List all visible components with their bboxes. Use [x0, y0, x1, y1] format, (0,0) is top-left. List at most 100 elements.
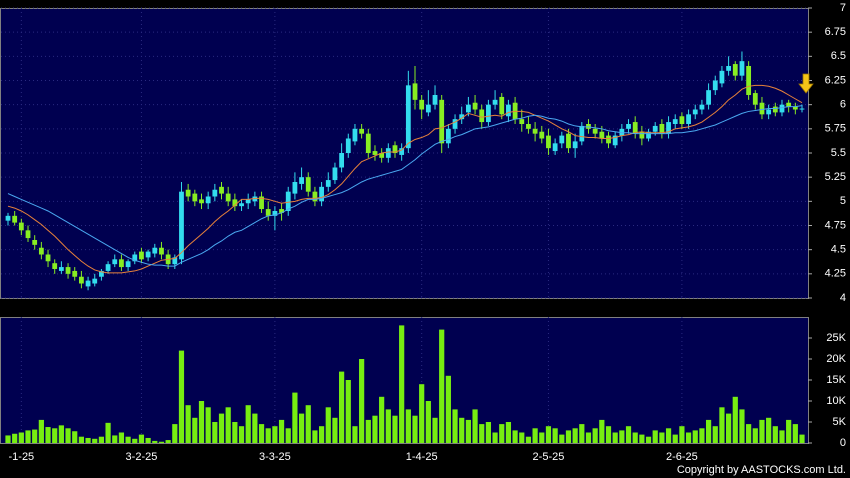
volume-bar — [545, 426, 552, 443]
volume-bar — [786, 419, 792, 443]
candle-body — [572, 141, 578, 149]
volume-bar — [278, 419, 285, 443]
candle-body — [799, 108, 805, 110]
volume-bar — [138, 434, 145, 443]
volume-bar — [505, 422, 512, 443]
candle-body — [419, 99, 425, 110]
volume-bar — [352, 426, 358, 443]
candle-body — [526, 124, 531, 129]
volume-bar — [245, 405, 251, 443]
y-tick-label: 10K — [826, 395, 846, 407]
volume-bar — [339, 371, 345, 443]
candle-body — [479, 109, 485, 123]
candle-body — [746, 66, 752, 95]
volume-bar — [78, 436, 84, 443]
volume-bar — [165, 440, 171, 443]
y-tick-label: 5K — [833, 416, 847, 428]
x-tick-label: 3-3-25 — [259, 451, 291, 463]
candle-body — [159, 247, 164, 255]
candle-body — [759, 102, 765, 115]
candle-body — [412, 83, 418, 100]
volume-bar — [112, 435, 118, 443]
volume-bar — [38, 419, 44, 443]
volume-bar — [652, 430, 658, 443]
volume-bar — [272, 426, 278, 443]
candle-body — [332, 167, 338, 181]
volume-bar — [399, 325, 405, 443]
x-tick-label: 3-2-25 — [126, 451, 158, 463]
candle-body — [345, 138, 351, 153]
volume-bar — [419, 384, 425, 443]
volume-bar — [205, 407, 211, 443]
volume-bar — [685, 432, 692, 443]
volume-bar — [238, 426, 245, 443]
candle-body — [579, 125, 585, 142]
candle-body — [679, 116, 685, 124]
volume-bar — [665, 428, 672, 443]
candle-body — [359, 128, 365, 134]
volume-bar — [298, 413, 305, 443]
y-tick-label: 20K — [826, 353, 846, 365]
y-tick-label: 4.75 — [825, 219, 846, 231]
volume-bar — [746, 424, 752, 443]
volume-bar — [405, 409, 411, 443]
volume-bar — [639, 434, 645, 443]
y-tick-label: 5.75 — [825, 123, 846, 135]
y-tick-label: 7 — [840, 2, 846, 14]
candle-body — [99, 270, 104, 277]
volume-bar — [5, 435, 11, 443]
volume-bar — [672, 434, 678, 443]
volume-bar — [372, 415, 378, 443]
volume-bar — [92, 438, 98, 443]
candle-body — [632, 122, 638, 134]
candle-body — [185, 189, 191, 197]
copyright: Copyright by AASTOCKS.com Ltd. — [677, 464, 846, 476]
volume-bar — [118, 432, 125, 443]
volume-bar — [459, 417, 465, 443]
candle-body — [112, 259, 118, 265]
y-tick-label: 5 — [840, 195, 846, 207]
candle-body — [706, 90, 711, 105]
candle-body — [225, 193, 231, 202]
candle-body — [539, 131, 545, 139]
candle-body — [119, 259, 124, 268]
volume-bar — [198, 401, 205, 443]
volume-bar — [732, 396, 738, 443]
y-tick-label: 5.25 — [825, 171, 846, 183]
candle-body — [472, 102, 478, 110]
candle-body — [172, 257, 178, 265]
volume-bar — [232, 422, 238, 443]
candle-body — [399, 148, 405, 155]
volume-bar — [178, 350, 185, 443]
candle-body — [212, 189, 218, 197]
volume-bar — [172, 424, 178, 443]
volume-bar — [212, 422, 218, 443]
candle-body — [686, 114, 691, 124]
candle-body — [38, 247, 44, 255]
volume-bar — [632, 432, 638, 443]
candle-body — [365, 133, 371, 153]
volume-bar — [25, 430, 31, 443]
candle-body — [766, 109, 772, 115]
moving-average-line — [7, 105, 803, 267]
y-tick-label: 25K — [826, 332, 846, 344]
volume-bar — [599, 419, 605, 443]
candle-body — [639, 131, 645, 139]
candle-body — [445, 128, 451, 144]
y-tick-label: 5.5 — [831, 147, 846, 159]
volume-bar — [305, 405, 311, 443]
candle-body — [179, 191, 184, 260]
candle-body — [272, 211, 278, 216]
candle-body — [599, 131, 605, 139]
candle-body — [752, 93, 758, 105]
volume-bar — [579, 424, 585, 443]
candle-body — [305, 177, 311, 192]
volume-bar — [766, 417, 772, 443]
volume-bar — [512, 430, 518, 443]
volume-bar — [726, 413, 732, 443]
volume-bar — [539, 432, 545, 443]
candle-body — [385, 148, 391, 158]
candle-body — [205, 196, 211, 204]
volume-bar — [779, 430, 785, 443]
candle-body — [352, 128, 358, 142]
